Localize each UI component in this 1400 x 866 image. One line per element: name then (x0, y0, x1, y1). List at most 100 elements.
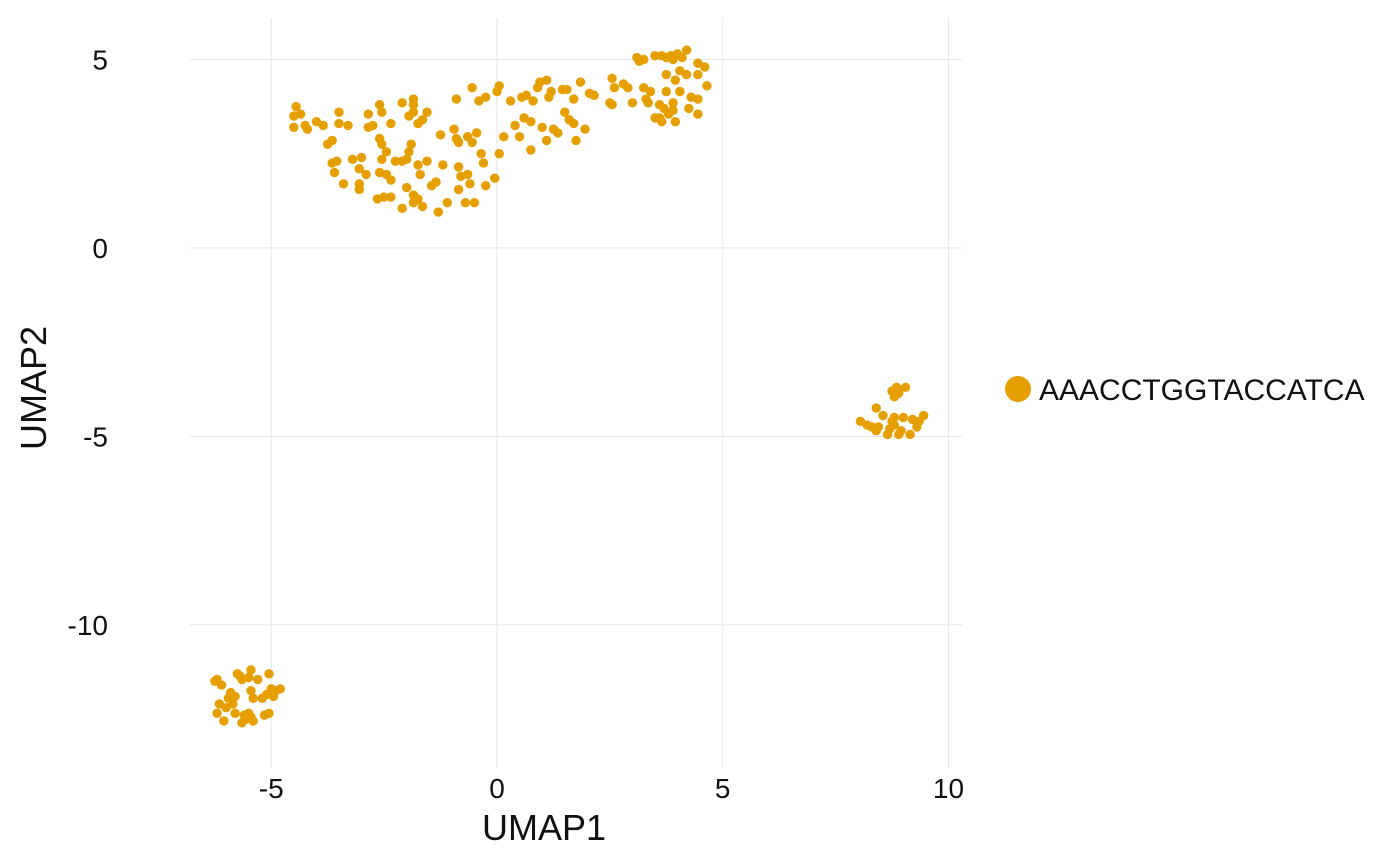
data-point (873, 422, 884, 432)
data-point (668, 98, 678, 108)
data-point (413, 160, 423, 170)
data-point (871, 403, 881, 413)
data-point (528, 96, 538, 106)
data-point (248, 716, 258, 726)
data-point (661, 86, 671, 97)
data-point (537, 122, 547, 132)
data-point (541, 135, 552, 146)
data-point (397, 98, 407, 108)
data-point (657, 116, 667, 127)
data-point (675, 86, 685, 97)
data-point (402, 154, 412, 165)
data-point (354, 164, 364, 174)
data-point (526, 145, 536, 155)
data-point (481, 92, 491, 102)
data-point (295, 109, 306, 119)
data-point (438, 160, 448, 170)
data-point (670, 75, 681, 85)
data-point (243, 672, 254, 683)
data-point (681, 69, 692, 80)
data-point (318, 120, 328, 131)
data-point (471, 128, 482, 138)
data-point (681, 45, 692, 55)
data-point (878, 410, 888, 421)
data-point (377, 139, 387, 149)
data-point (228, 699, 238, 709)
y-axis-title: UMAP2 (13, 326, 54, 450)
data-point (693, 69, 703, 80)
data-point (589, 90, 599, 100)
data-point (481, 181, 491, 191)
data-point (702, 81, 712, 91)
data-point (334, 107, 344, 117)
data-point (918, 410, 929, 421)
x-tick-label: 0 (489, 773, 505, 804)
data-point (422, 156, 432, 166)
data-point (449, 124, 459, 134)
data-point (571, 135, 581, 146)
data-point (575, 77, 586, 87)
data-point (291, 101, 301, 112)
data-point (569, 118, 579, 129)
data-point (347, 154, 358, 165)
y-tick-label: -5 (83, 421, 108, 452)
data-point (467, 137, 477, 148)
data-point (499, 132, 509, 142)
data-point (562, 84, 572, 95)
data-point (553, 128, 563, 138)
data-point (381, 147, 392, 157)
data-point (643, 98, 653, 108)
data-point (377, 154, 387, 165)
x-axis-title: UMAP1 (482, 807, 606, 848)
data-point (462, 169, 473, 180)
data-point (453, 162, 464, 172)
data-point (356, 152, 367, 163)
data-point (431, 177, 441, 187)
data-point (386, 175, 396, 185)
data-point (670, 116, 681, 127)
data-point (415, 169, 425, 180)
data-point (322, 139, 333, 149)
data-point (453, 184, 464, 195)
data-point (476, 148, 486, 159)
data-point (386, 192, 396, 202)
data-point (560, 107, 570, 117)
data-point (246, 665, 256, 675)
data-point (467, 83, 477, 93)
x-tick-label: -5 (259, 773, 284, 804)
data-point (408, 197, 419, 208)
data-point (219, 716, 229, 726)
data-point (627, 98, 638, 108)
data-point (693, 94, 703, 104)
data-point (905, 429, 915, 440)
data-point (246, 686, 256, 696)
data-point (699, 62, 710, 72)
data-point (225, 689, 236, 700)
data-point (386, 118, 396, 129)
points-layer (210, 45, 929, 728)
data-point (639, 54, 649, 65)
axis-layer: -5 0 5 10 5 0 -5 -10 (68, 44, 965, 804)
data-point (374, 99, 385, 110)
data-point (404, 111, 414, 121)
data-point (505, 96, 516, 106)
x-tick-label: 5 (715, 773, 731, 804)
data-point (422, 107, 432, 117)
data-point (363, 109, 374, 119)
data-point (677, 52, 687, 63)
data-point (417, 201, 428, 212)
data-point (494, 148, 504, 159)
data-point (514, 132, 525, 142)
data-point (327, 158, 337, 168)
data-point (402, 182, 412, 193)
y-tick-label: -10 (68, 610, 108, 641)
data-point (302, 124, 313, 134)
data-point (354, 184, 364, 195)
data-point (334, 118, 344, 129)
data-point (377, 107, 387, 117)
data-point (442, 197, 453, 208)
data-point (469, 197, 480, 208)
data-point (609, 83, 620, 93)
